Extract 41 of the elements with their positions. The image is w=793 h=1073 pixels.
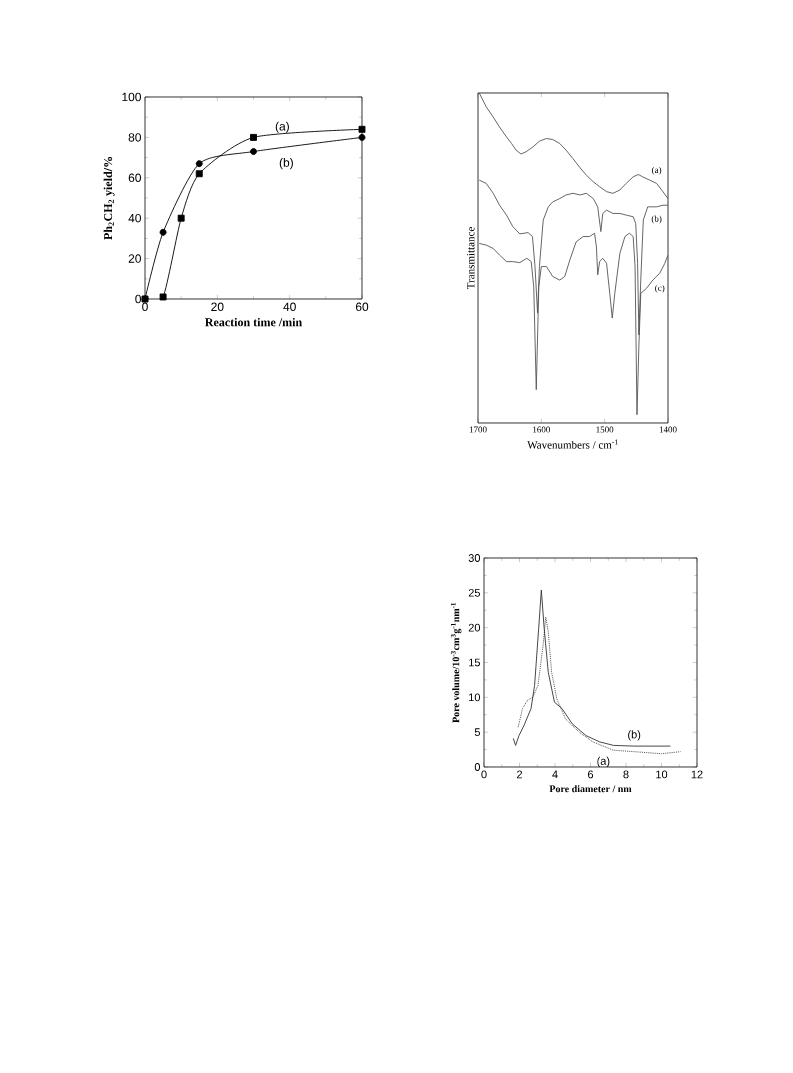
- x-tick-label: 40: [283, 302, 296, 312]
- x-tick-label: 60: [355, 302, 369, 312]
- x-tick-label: 2: [516, 770, 523, 779]
- y-tick-label: 0: [474, 763, 481, 771]
- y-tick-label: 0: [135, 294, 141, 304]
- y-tick-label: 20: [128, 254, 141, 263]
- y-tick-label: 100: [122, 92, 141, 102]
- y-tick-label: 30: [468, 554, 481, 562]
- x-tick-label: 1500: [596, 426, 614, 433]
- x-tick-label: 1400: [659, 426, 677, 433]
- y-axis-title: Transmittance: [467, 227, 475, 290]
- x-tick-label: 0: [142, 302, 148, 312]
- y-tick-label: 25: [468, 588, 480, 597]
- x-axis-title: Wavenumbers / cm$^{-1}$: [527, 439, 618, 449]
- x-axis-title: Reaction time /min: [205, 317, 302, 327]
- x-axis-title: Pore diameter / nm: [549, 785, 632, 793]
- series-label: (a): [597, 756, 610, 768]
- y-tick-label: 5: [474, 728, 480, 736]
- series-label: (b): [651, 215, 662, 224]
- x-tick-label: 4: [552, 770, 558, 779]
- y-tick-label: 20: [468, 623, 481, 632]
- x-tick-label: 10: [656, 770, 668, 779]
- y-tick-label: 15: [469, 658, 480, 667]
- series-label: (c): [655, 284, 665, 293]
- series-label: (a): [652, 166, 662, 175]
- y-tick-label: 40: [128, 213, 141, 223]
- x-tick-label: 1600: [533, 426, 550, 433]
- x-tick-label: 1700: [469, 426, 487, 433]
- x-tick-label: 8: [623, 770, 629, 779]
- series-label: (a): [275, 121, 289, 133]
- y-axis-title: Pore volume/10$^{-3}$cm$^{3}$g$^{-1}$nm$^{-1}$: [450, 602, 462, 723]
- x-tick-label: 20: [211, 302, 224, 312]
- y-tick-label: 60: [128, 173, 141, 183]
- x-tick-label: 6: [588, 770, 594, 779]
- x-tick-label: 12: [691, 770, 703, 779]
- y-tick-label: 10: [469, 693, 481, 702]
- y-tick-label: 80: [128, 133, 141, 142]
- x-tick-label: 0: [481, 770, 487, 779]
- series-label: (b): [628, 730, 641, 741]
- series-label: (b): [279, 158, 293, 170]
- y-axis-title: Ph$_{2}$CH$_{2}$ yield/%: [103, 157, 115, 240]
